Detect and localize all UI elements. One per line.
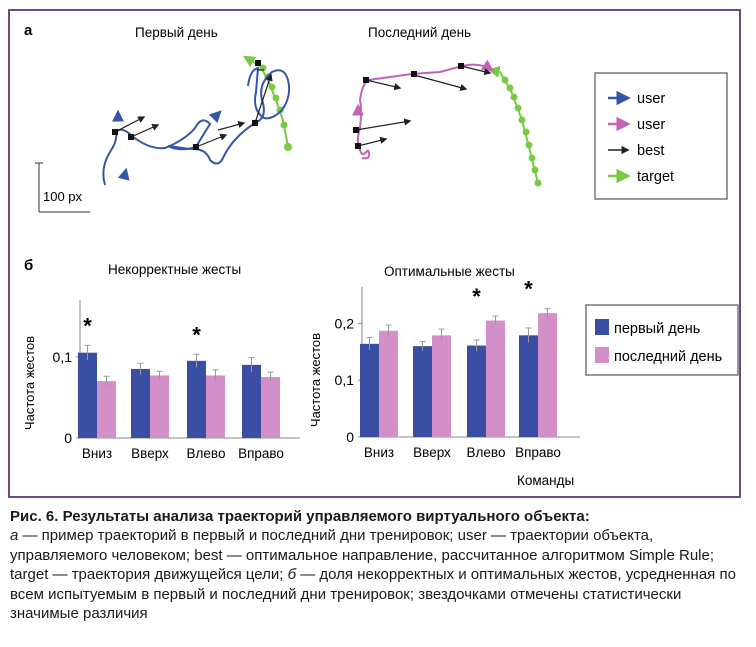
figure: а Первый день Последний день 100 px <box>22 22 739 488</box>
significance-star: * <box>192 322 201 347</box>
panel-a-left-title: Первый день <box>135 25 218 40</box>
bar <box>131 368 150 438</box>
scale-bar <box>35 162 90 213</box>
x-tick-label: Влево <box>467 445 506 460</box>
x-tick-label: Вниз <box>82 446 112 461</box>
significance-star: * <box>524 277 533 302</box>
x-tick-label: Вниз <box>364 445 394 460</box>
chart-title: Некорректные жесты <box>108 262 241 277</box>
x-tick-label: Вправо <box>238 446 284 461</box>
bar <box>486 320 505 437</box>
x-tick-label: Влево <box>187 446 226 461</box>
last-day-best-arrows <box>353 63 492 149</box>
figure-caption: Рис. 6. Результаты анализа траекторий уп… <box>10 507 746 623</box>
caption-b-mark: б <box>287 566 297 584</box>
panel-b-label: б <box>24 257 33 274</box>
bar <box>261 377 280 438</box>
x-tick-label: Вверх <box>131 446 169 461</box>
first-day-user-trajectory <box>102 66 291 186</box>
bar <box>467 345 486 437</box>
bar <box>78 352 97 438</box>
caption-part-a: — пример траекторий в первый и последний… <box>10 527 715 584</box>
last-day-target-trajectory <box>487 65 542 187</box>
chart-title: Оптимальные жесты <box>384 264 515 279</box>
legend-b-label-0: первый день <box>614 321 700 337</box>
bar <box>432 335 451 437</box>
scale-bar-label: 100 px <box>43 189 83 204</box>
panel-b-legend: первый день последний день <box>585 304 739 376</box>
y-tick-label: 0,2 <box>335 315 355 331</box>
legend-a-label-3: target <box>637 169 674 185</box>
legend-b-swatch-0 <box>595 319 609 335</box>
legend-a-label-1: user <box>637 117 665 133</box>
last-day-trajectories <box>352 59 542 187</box>
panel-a-legend: user user best target <box>594 72 728 200</box>
bar <box>519 335 538 437</box>
bar <box>206 375 225 438</box>
y-axis-label: Частота жестов <box>308 333 323 427</box>
optimal-gestures-chart: Оптимальные жесты Частота жестов 0 0,1 0,2 Вн… <box>308 264 580 460</box>
incorrect-gestures-chart: Некорректные жесты Частота жестов 0 0,1 Вниз… <box>22 262 300 461</box>
caption-body: а — пример траекторий в первый и последн… <box>10 526 746 623</box>
significance-star: * <box>83 313 92 338</box>
y-tick-label: 0 <box>64 430 72 446</box>
caption-title: Рис. 6. Результаты анализа траекторий уп… <box>10 508 590 525</box>
panel-a-label: а <box>24 22 33 39</box>
x-tick-label: Вверх <box>413 445 451 460</box>
bar <box>379 330 398 437</box>
bar <box>242 364 261 438</box>
bar <box>413 346 432 437</box>
bar <box>538 313 557 437</box>
bar <box>187 360 206 438</box>
last-day-user-trajectory <box>352 59 494 160</box>
first-day-best-arrows <box>112 60 273 150</box>
caption-a-mark: а <box>10 527 19 545</box>
y-axis-label: Частота жестов <box>22 336 37 430</box>
y-tick-label: 0 <box>346 429 354 445</box>
y-tick-label: 0,1 <box>335 372 355 388</box>
legend-a-label-0: user <box>637 91 665 107</box>
commands-axis-label: Команды <box>517 473 574 488</box>
bar <box>150 375 169 438</box>
first-day-trajectories <box>102 55 292 186</box>
caption-part-b: — доля некорректных и оптимальных жестов… <box>10 566 736 623</box>
x-tick-label: Вправо <box>515 445 561 460</box>
panel-a-right-title: Последний день <box>368 25 471 40</box>
legend-b-label-1: последний день <box>614 349 722 365</box>
bar <box>97 381 116 438</box>
y-tick-label: 0,1 <box>53 349 73 365</box>
legend-a-label-2: best <box>637 143 664 159</box>
significance-star: * <box>472 284 481 309</box>
legend-b-swatch-1 <box>595 347 609 363</box>
bar <box>360 343 379 437</box>
